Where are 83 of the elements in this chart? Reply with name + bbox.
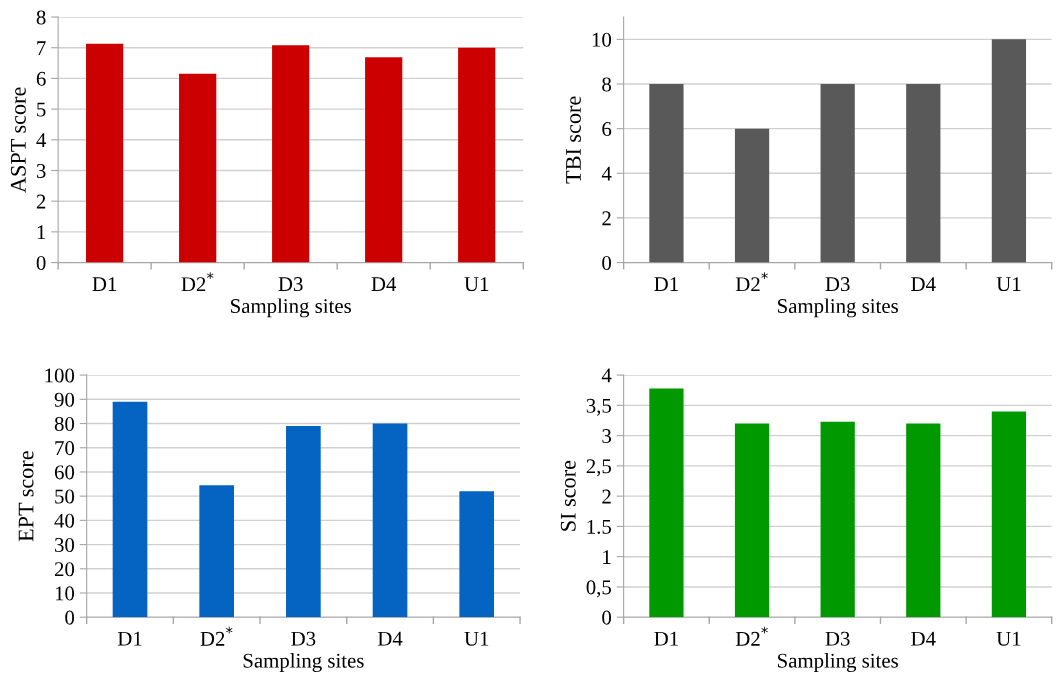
- bar: [86, 43, 124, 263]
- bar: [112, 401, 148, 618]
- y-tick-label: 1: [603, 550, 611, 564]
- y-tick-label: 0: [36, 255, 46, 270]
- y-axis-title: SI score: [560, 460, 576, 531]
- x-tick-label: D1: [654, 631, 678, 646]
- x-tick-label: D4: [911, 631, 936, 646]
- x-axis-title: Sampling sites: [231, 298, 351, 318]
- y-tick-label: 4: [601, 368, 612, 383]
- bar: [906, 84, 941, 263]
- x-tick-label: U1: [464, 277, 489, 292]
- y-tick-label: 0: [602, 610, 612, 625]
- y-tick-label: 4: [601, 166, 612, 181]
- y-tick-label: 7: [37, 41, 46, 55]
- x-tick-label: U1: [996, 277, 1021, 292]
- y-tick-label: 5: [37, 102, 46, 117]
- x-tick-label: D2$^{*}$: [200, 626, 233, 646]
- y-tick-label: 10: [55, 586, 75, 601]
- x-tick-label: U1: [996, 631, 1021, 646]
- bar: [199, 485, 235, 618]
- x-tick-label: U1: [464, 631, 489, 646]
- y-tick-label: 50: [55, 489, 75, 504]
- x-tick-label: D1: [654, 277, 678, 291]
- bar: [272, 45, 310, 263]
- x-tick-label: D4: [377, 631, 403, 646]
- x-tick-label: D3: [291, 631, 316, 646]
- x-tick-label: D2$^{*}$: [181, 272, 214, 292]
- bar: [649, 388, 684, 618]
- y-tick-label: 8: [36, 10, 46, 25]
- y-tick-label: 30: [55, 537, 75, 553]
- x-tick-label: D3: [825, 631, 850, 646]
- x-axis-title: Sampling sites: [778, 298, 898, 318]
- y-tick-label: 20: [54, 562, 75, 577]
- bar: [365, 57, 403, 263]
- y-axis-title: EPT score: [18, 451, 34, 542]
- bar: [286, 425, 321, 618]
- x-tick-label: D2$^{*}$: [735, 626, 768, 646]
- x-axis-title: Sampling sites: [778, 653, 898, 672]
- x-tick-label: D2$^{*}$: [735, 272, 768, 292]
- y-tick-label: 40: [54, 513, 75, 528]
- y-tick-label: 2: [602, 489, 611, 504]
- bar: [991, 411, 1027, 618]
- x-tick-label: D1: [117, 631, 142, 646]
- bar: [649, 84, 684, 263]
- bar: [734, 423, 770, 618]
- x-tick-label: D1: [92, 277, 117, 291]
- y-axis-title: ASPT score: [10, 87, 26, 193]
- y-tick-label: 0: [602, 255, 612, 270]
- y-tick-label: 3: [36, 163, 46, 178]
- bar: [372, 423, 408, 618]
- y-tick-label: 80: [54, 416, 75, 431]
- x-tick-label: D4: [911, 277, 936, 291]
- x-axis-title: Sampling sites: [243, 653, 364, 672]
- y-axis-title: TBI score: [566, 96, 581, 184]
- y-tick-label: 100: [45, 368, 75, 383]
- y-tick-label: 6: [36, 71, 46, 86]
- x-tick-label: D3: [825, 277, 850, 292]
- y-tick-label: 0: [65, 610, 75, 625]
- bar: [991, 39, 1027, 263]
- y-tick-label: 10: [592, 32, 612, 47]
- x-tick-label: D4: [371, 277, 397, 291]
- y-tick-label: 2,5: [586, 459, 612, 477]
- y-tick-label: 2: [602, 211, 611, 226]
- y-tick-label: 1.5: [587, 519, 612, 534]
- bar: [906, 423, 941, 618]
- y-tick-label: 3,5: [586, 398, 612, 416]
- y-tick-label: 70: [55, 441, 75, 456]
- bar: [820, 84, 855, 263]
- x-tick-label: D3: [278, 277, 303, 292]
- bar: [820, 421, 855, 618]
- bar: [734, 128, 770, 263]
- y-tick-label: 60: [54, 465, 75, 480]
- y-tick-label: 4: [36, 133, 46, 148]
- bar: [459, 491, 495, 618]
- y-tick-label: 2: [36, 194, 46, 209]
- y-tick-label: 1: [37, 225, 46, 240]
- y-tick-label: 8: [602, 77, 612, 92]
- bar: [179, 73, 217, 263]
- y-tick-label: 3: [602, 429, 612, 444]
- bar: [458, 47, 496, 263]
- y-tick-label: 6: [602, 122, 612, 137]
- y-tick-label: 0,5: [586, 580, 612, 598]
- y-tick-label: 90: [54, 392, 75, 407]
